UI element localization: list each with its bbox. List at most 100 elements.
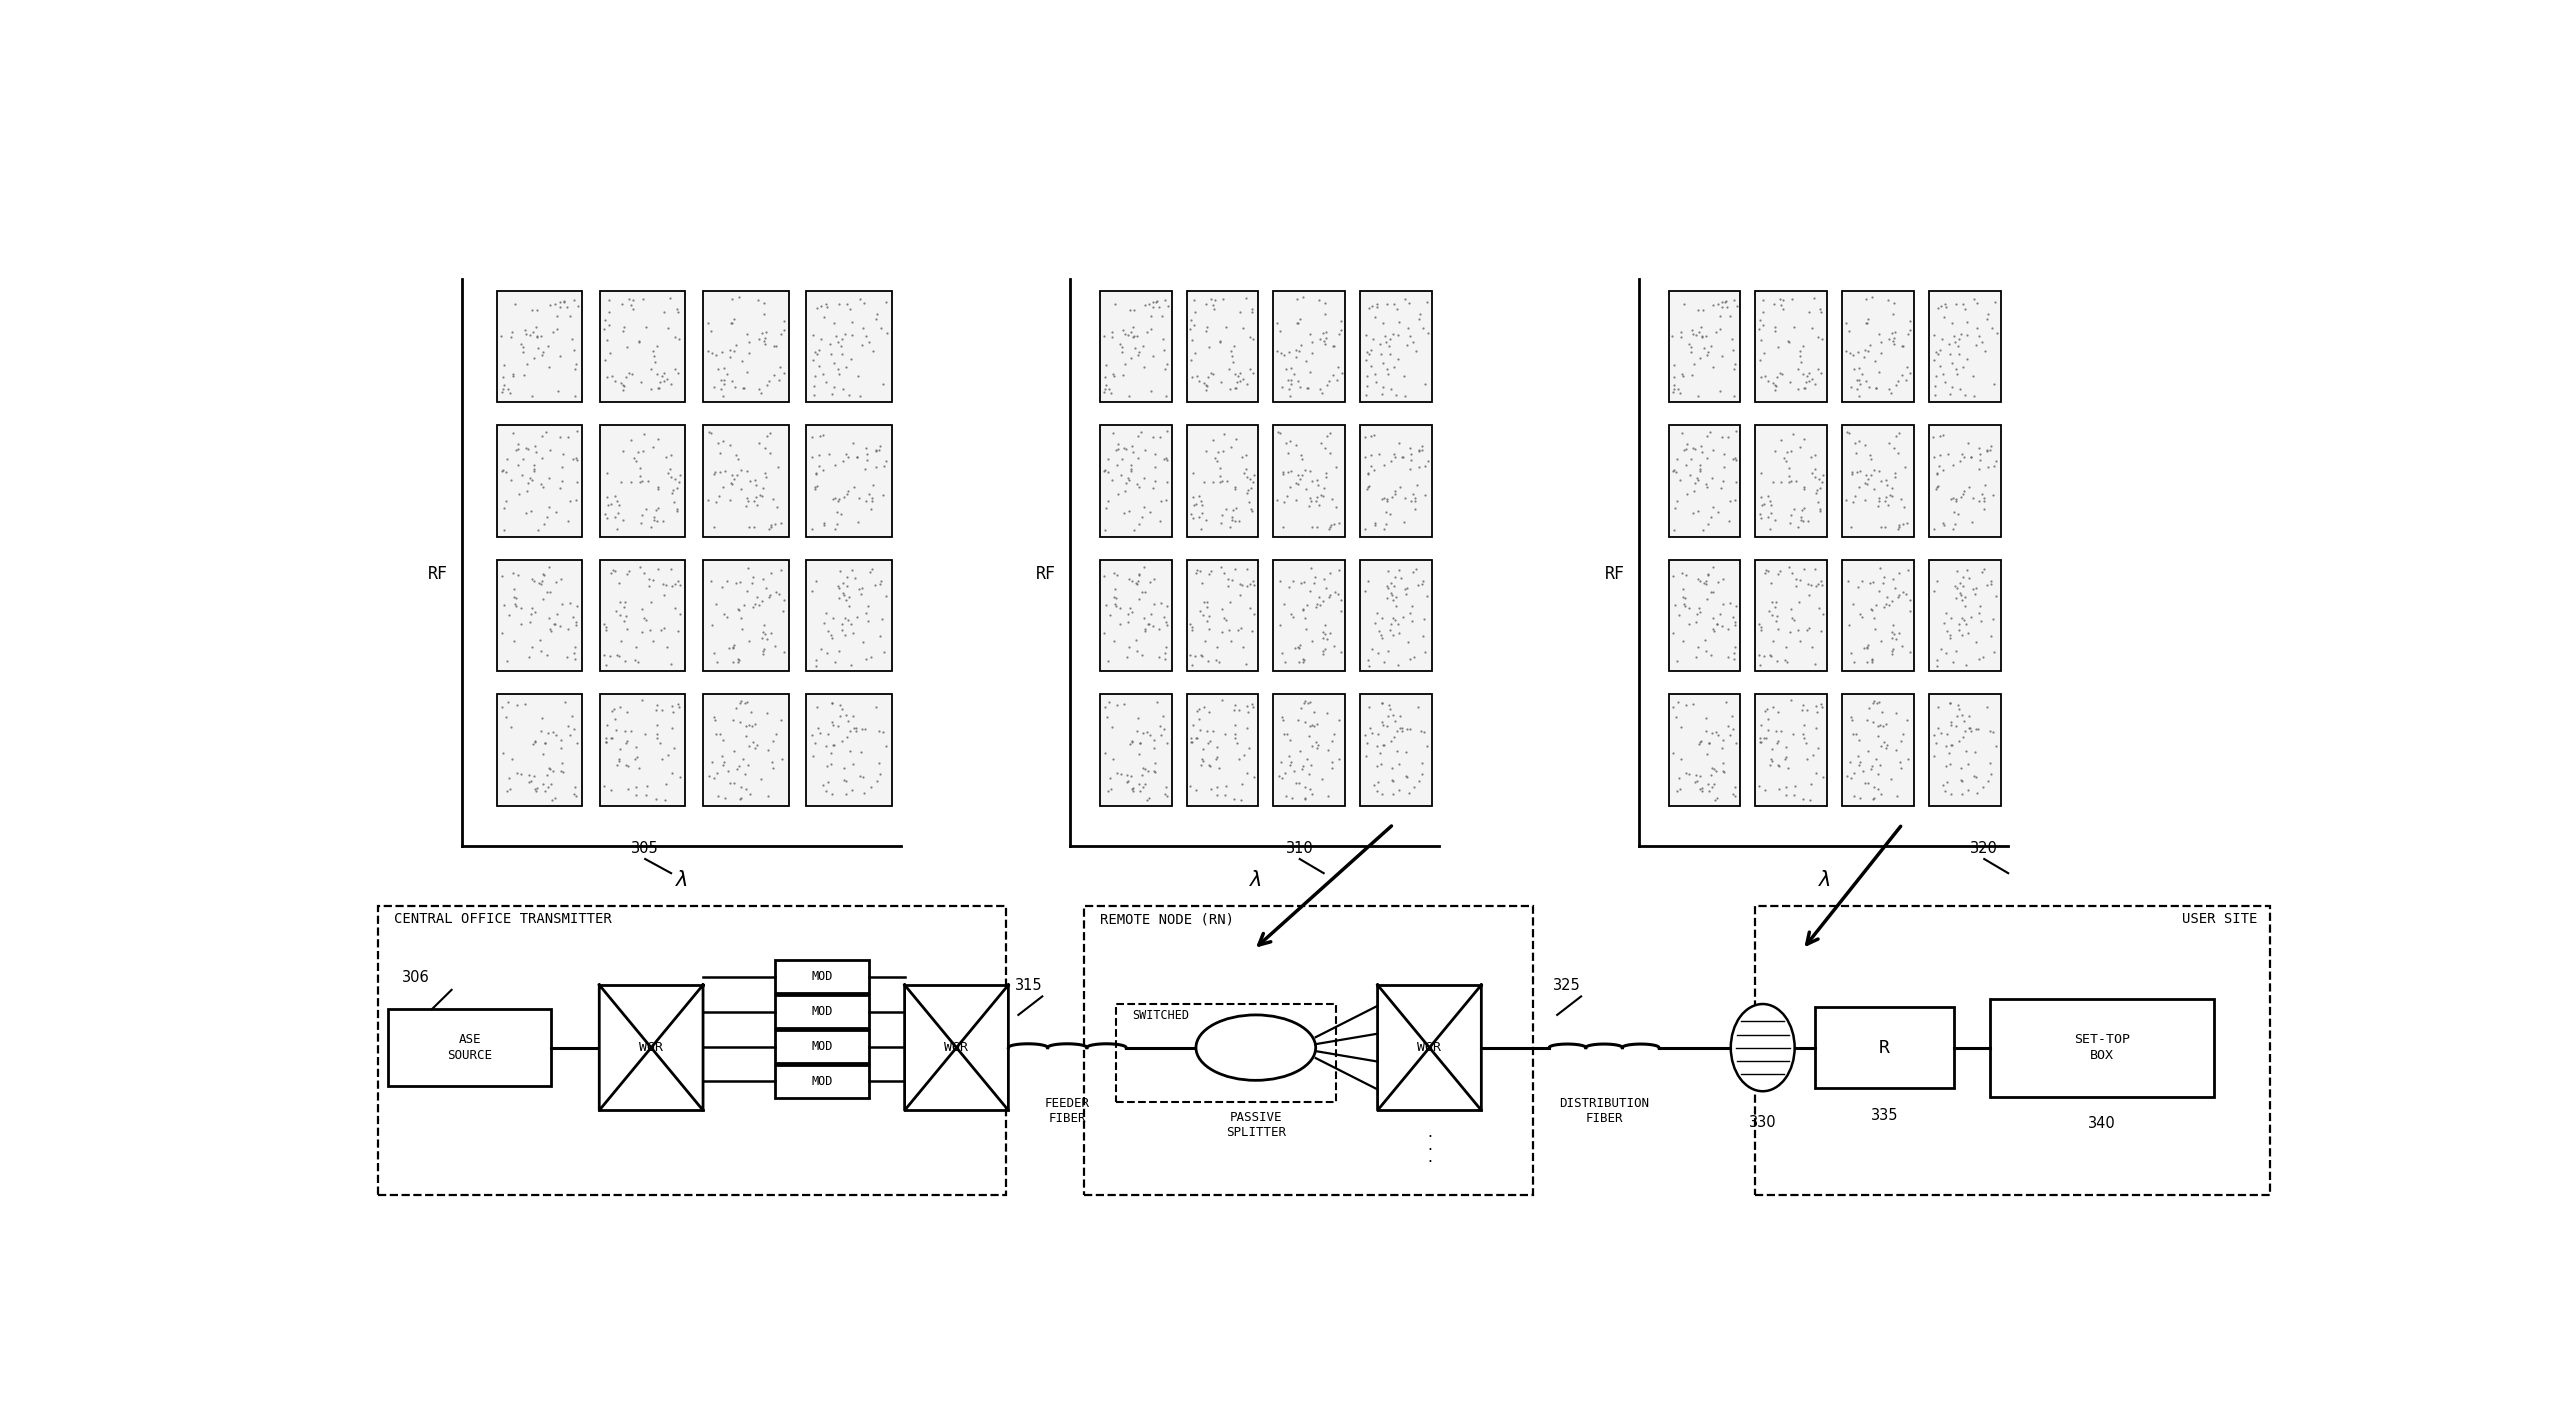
Point bbox=[829, 586, 870, 609]
Point bbox=[1797, 326, 1839, 348]
Point bbox=[1393, 330, 1434, 353]
Point bbox=[1839, 750, 1880, 773]
Point bbox=[1844, 772, 1885, 794]
Point bbox=[1949, 476, 1990, 498]
Point bbox=[1872, 477, 1913, 500]
Point bbox=[1877, 517, 1918, 539]
Point bbox=[1094, 438, 1136, 460]
Point bbox=[1349, 297, 1390, 320]
Point bbox=[1197, 756, 1239, 779]
Point bbox=[1846, 370, 1887, 392]
Point bbox=[1761, 429, 1802, 452]
Point bbox=[791, 724, 832, 746]
Point bbox=[819, 559, 860, 582]
Point bbox=[1383, 511, 1424, 534]
Point bbox=[1862, 470, 1903, 493]
Point bbox=[1360, 343, 1401, 365]
Point bbox=[1174, 726, 1215, 749]
Point bbox=[744, 615, 785, 637]
Point bbox=[1190, 700, 1231, 722]
Point bbox=[1679, 765, 1720, 787]
Point bbox=[1177, 779, 1218, 801]
Point bbox=[1857, 377, 1898, 399]
Point bbox=[1123, 722, 1164, 745]
Point bbox=[659, 765, 700, 787]
Point bbox=[801, 295, 842, 317]
Point bbox=[1684, 719, 1725, 742]
Point bbox=[1200, 330, 1241, 353]
Point bbox=[1130, 379, 1172, 402]
Point bbox=[605, 365, 646, 388]
Point bbox=[1349, 354, 1390, 377]
Point bbox=[1133, 469, 1174, 491]
Point bbox=[718, 571, 760, 593]
Point bbox=[1802, 573, 1844, 596]
Point bbox=[1177, 728, 1218, 750]
Point bbox=[793, 348, 834, 371]
Point bbox=[1184, 320, 1226, 343]
Point bbox=[1967, 770, 2008, 793]
Point bbox=[1290, 487, 1331, 510]
Point bbox=[1764, 446, 1805, 469]
Point bbox=[819, 336, 860, 358]
Point bbox=[1401, 435, 1442, 457]
Point bbox=[1128, 724, 1169, 746]
Point bbox=[1687, 569, 1728, 592]
Point bbox=[1228, 701, 1269, 724]
Point bbox=[1779, 630, 1821, 653]
Point bbox=[863, 721, 904, 743]
Point bbox=[1846, 473, 1887, 496]
Point bbox=[1947, 779, 1988, 801]
Point bbox=[809, 333, 850, 355]
Point bbox=[1761, 470, 1802, 493]
Point bbox=[819, 358, 860, 381]
Point bbox=[1138, 510, 1179, 532]
Point bbox=[827, 725, 868, 748]
Point bbox=[520, 569, 561, 592]
Point bbox=[1208, 357, 1249, 379]
Point bbox=[1661, 469, 1702, 491]
Point bbox=[554, 289, 595, 312]
Point bbox=[724, 377, 765, 399]
Point bbox=[747, 576, 788, 599]
Bar bbox=[1754, 906, 2269, 1195]
Point bbox=[1210, 569, 1251, 592]
Point bbox=[1262, 515, 1303, 538]
Point bbox=[1390, 324, 1432, 347]
Point bbox=[1146, 613, 1187, 636]
Point bbox=[842, 632, 883, 654]
Point bbox=[1396, 558, 1437, 581]
Point bbox=[718, 711, 760, 733]
Point bbox=[528, 643, 569, 666]
Point bbox=[1797, 736, 1839, 759]
Point bbox=[1769, 690, 1810, 712]
Point bbox=[1213, 498, 1254, 521]
Bar bbox=[806, 694, 891, 806]
Text: $\lambda$: $\lambda$ bbox=[675, 869, 688, 889]
Point bbox=[1674, 438, 1715, 460]
Point bbox=[1947, 613, 1988, 636]
Point bbox=[816, 326, 857, 348]
Point bbox=[716, 758, 757, 780]
Point bbox=[1303, 615, 1344, 637]
Point bbox=[1681, 777, 1723, 800]
Point bbox=[1656, 447, 1697, 470]
Point bbox=[1761, 293, 1802, 316]
Point bbox=[1218, 748, 1259, 770]
Point bbox=[713, 772, 754, 794]
Point bbox=[610, 293, 651, 316]
Point bbox=[1759, 561, 1800, 583]
Bar bbox=[1929, 290, 2001, 402]
Point bbox=[716, 447, 757, 470]
Point bbox=[1385, 333, 1427, 355]
Point bbox=[1213, 698, 1254, 721]
Point bbox=[600, 738, 641, 760]
Point bbox=[644, 361, 685, 384]
Point bbox=[1197, 776, 1239, 799]
Point bbox=[1916, 463, 1957, 486]
Point bbox=[801, 775, 842, 797]
Text: 315: 315 bbox=[1015, 978, 1043, 993]
Point bbox=[1123, 355, 1164, 378]
Point bbox=[1669, 333, 1710, 355]
Point bbox=[1782, 351, 1823, 374]
